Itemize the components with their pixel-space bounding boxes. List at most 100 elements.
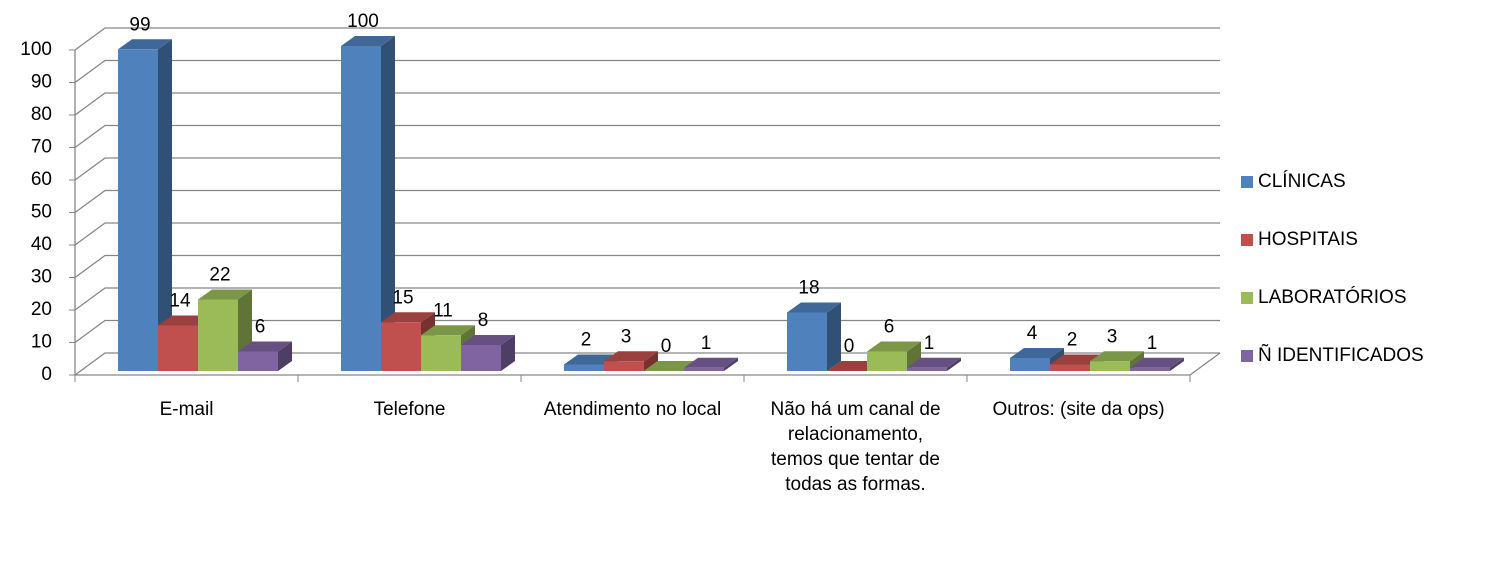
x-tick-label: Outros: (site da ops) [992,399,1165,420]
bar-top [867,341,921,352]
grid-line [74,287,1220,311]
bar-top [604,351,658,362]
x-tick-label-box: Outros: (site da ops) [992,399,1165,420]
value-label: 6 [255,317,266,338]
bar-front [158,325,198,371]
bar-side [1170,357,1184,371]
value-label: 2 [581,330,592,351]
grid-line [74,319,1220,344]
bar [341,36,395,371]
bar-top [1130,357,1184,368]
y-tick-label: 50 [31,202,52,223]
bar-front [1130,367,1170,371]
y-tick-label: 70 [31,137,52,158]
grid-line [74,222,1220,246]
y-tick-label: 30 [31,267,52,288]
value-label: 18 [798,278,819,299]
bar [684,357,738,371]
bar-front [787,312,827,371]
bar-front [381,322,421,371]
value-label: 11 [433,300,453,321]
bar-top [118,39,172,50]
bar [907,357,961,371]
legend-label: Ñ IDENTIFICADOS [1258,344,1424,366]
grid-line [74,352,1220,376]
value-label: 1 [701,333,712,354]
bar-side [278,341,292,371]
grid-line [74,157,1220,181]
bar-top [907,357,961,368]
grid-line [74,59,1220,84]
legend-label: HOSPITAIS [1258,229,1358,250]
bar-top [787,302,841,313]
value-label: 3 [1107,326,1118,347]
bar [118,39,172,371]
value-label: 4 [1027,323,1038,344]
x-tick-label: E-mail [159,399,214,420]
bar-front [238,351,278,371]
bar [238,341,292,371]
bar-side [501,335,515,371]
x-tick-label-box: E-mail [159,399,214,420]
bar-top [381,312,435,323]
x-tick-label: Telefone [373,399,446,420]
bar-side [381,36,395,371]
legend-swatch [1241,176,1253,188]
value-label: 15 [392,287,413,308]
y-tick-label: 100 [20,39,52,60]
y-tick-label: 20 [31,299,52,320]
bar-front [1010,358,1050,371]
bar [604,351,658,371]
bar-side [158,39,172,371]
grid-line [74,92,1220,116]
bar-side [907,341,921,371]
x-tick-label: Não há um canal de relacionamento, temos… [770,399,941,495]
x-tick-label-box: Atendimento no local [543,399,722,420]
legend-swatch [1241,350,1253,362]
bar-top [341,36,395,46]
bar-front [907,367,947,371]
value-label: 0 [844,336,855,357]
value-label: 14 [169,291,191,312]
legend-label: LABORATÓRIOS [1258,286,1407,308]
bar-front [198,299,238,371]
grid-line [74,189,1220,214]
bar-top [198,289,252,300]
value-label: 2 [1067,330,1078,351]
value-label: 100 [347,11,379,32]
value-label: 6 [884,317,895,338]
bar-top [238,341,292,352]
bar [867,341,921,371]
value-label: 3 [621,326,632,347]
grid-line [74,254,1220,279]
bar-front [867,351,907,371]
bar-top [684,357,738,368]
x-tick-label-box: Telefone [373,399,446,420]
bar-top [1090,351,1144,362]
bar-front [684,367,724,371]
bar-front [118,49,158,371]
value-label: 22 [209,265,230,286]
bar-front [604,361,644,371]
bar [787,302,841,371]
x-tick-label: Atendimento no local [543,399,722,420]
y-tick-label: 80 [31,104,52,125]
y-tick-label: 10 [31,332,52,353]
bar-side [644,351,658,371]
bar-top [1010,348,1064,358]
legend-label: CLÍNICAS [1258,171,1346,192]
value-label: 1 [924,333,935,354]
floor-edge [1189,352,1221,376]
value-label: 8 [478,310,489,331]
bar-front [1050,364,1090,371]
bar [461,335,515,371]
bar-front [341,46,381,371]
grid-line [74,124,1220,149]
x-tick-label-box: Não há um canal de relacionamento, temos… [770,399,941,495]
grid-line [74,27,1220,51]
bar-front [461,345,501,371]
bar [1130,357,1184,371]
y-tick-label: 60 [31,169,52,190]
value-label: 99 [129,14,150,35]
